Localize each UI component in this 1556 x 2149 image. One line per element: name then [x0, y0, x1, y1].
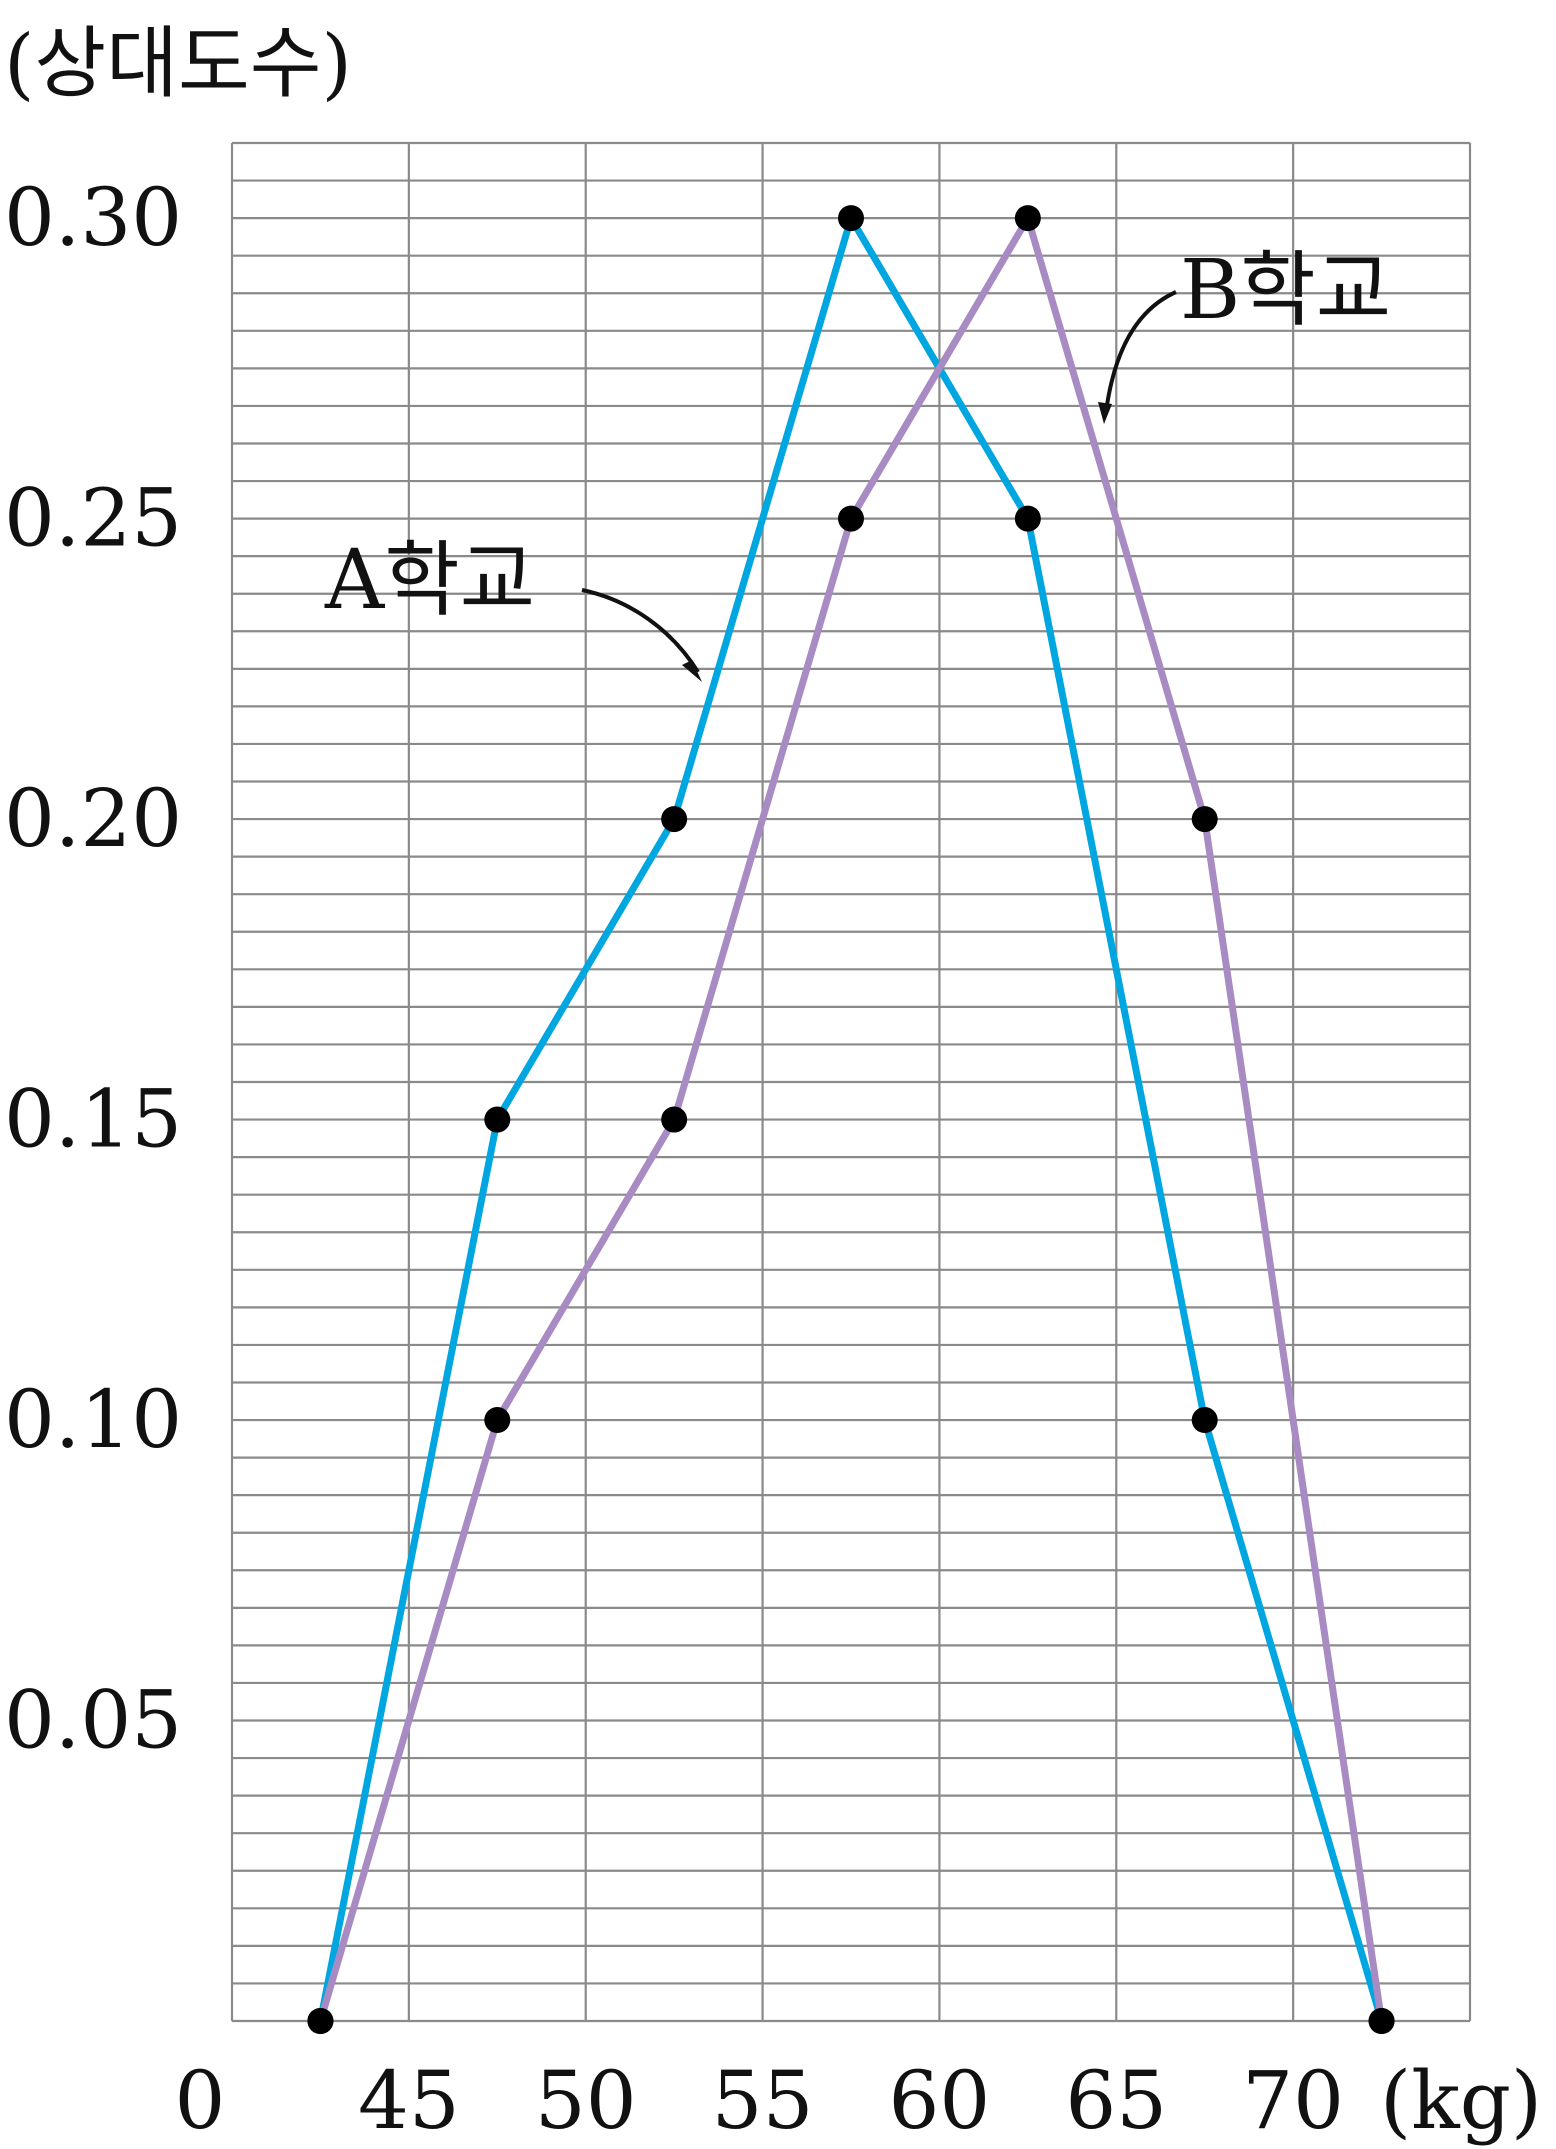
data-point-b	[1368, 2008, 1395, 2034]
y-tick-label: 0.10	[4, 1373, 182, 1466]
y-axis-label: (상대도수)	[4, 19, 352, 109]
data-point-b	[661, 1106, 688, 1133]
y-tick-label: 0.30	[4, 171, 182, 264]
data-point-a	[661, 806, 688, 833]
y-tick-label: 0.20	[4, 772, 182, 865]
x-tick-label: 55	[712, 2054, 814, 2147]
x-tick-label: 60	[889, 2054, 991, 2147]
y-tick-label: 0.15	[4, 1073, 182, 1166]
ticks-layer: 45 50 55 60 65 70 0.30 0.25 0.20 0.15 0.10 0.05	[4, 171, 1344, 2147]
origin-label: 0	[175, 2054, 226, 2147]
x-axis-label: (kg)	[1380, 2054, 1542, 2147]
data-point-a	[1014, 505, 1041, 532]
y-tick-label: 0.05	[4, 1674, 182, 1767]
arrow-a-head	[682, 660, 702, 682]
data-point-b	[1014, 205, 1041, 232]
data-point-a	[838, 205, 864, 232]
data-point-a	[484, 1106, 511, 1133]
y-tick-label: 0.25	[4, 472, 182, 565]
grid	[230, 141, 1472, 2023]
data-point-b	[484, 1407, 511, 1434]
data-point-b	[838, 505, 864, 532]
arrow-b	[1104, 290, 1177, 413]
series-label-b: B학교	[1180, 243, 1391, 338]
arrow-b-head	[1098, 402, 1112, 424]
x-tick-label: 45	[358, 2054, 460, 2147]
x-tick-label: 65	[1065, 2054, 1167, 2147]
arrow-a	[581, 588, 700, 674]
x-tick-label: 50	[535, 2054, 637, 2147]
x-tick-label: 70	[1242, 2054, 1344, 2147]
points-layer	[307, 205, 1395, 2034]
data-point-b	[1191, 806, 1218, 833]
series-label-a: A학교	[324, 533, 535, 628]
data-point-a	[1191, 1407, 1218, 1434]
data-point-b	[307, 2008, 334, 2034]
